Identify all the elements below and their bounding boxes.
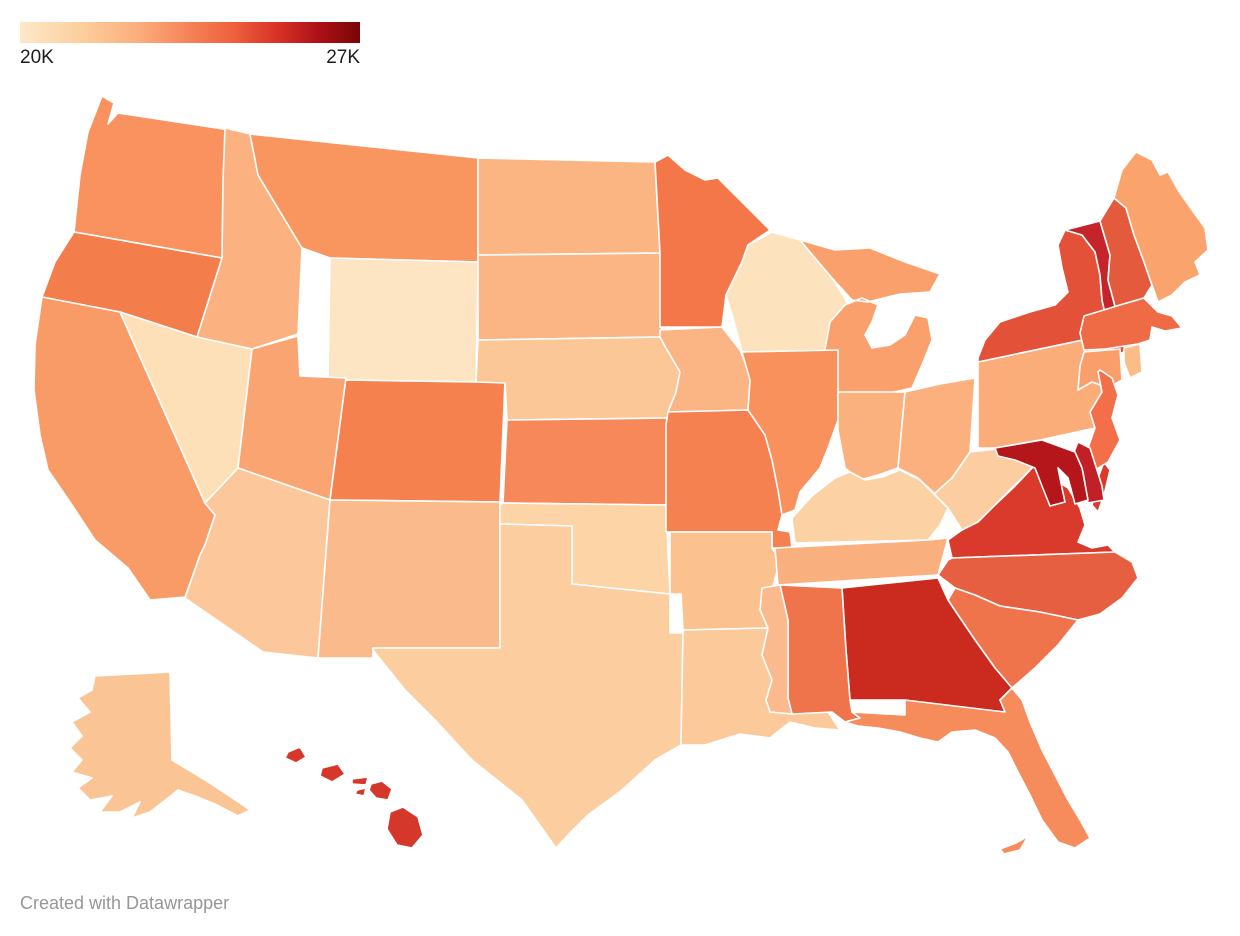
- datawrapper-attribution-link[interactable]: Created with Datawrapper: [20, 893, 230, 913]
- state-tennessee[interactable]: Tennessee: [774, 537, 949, 586]
- state-florida[interactable]: Florida: [844, 687, 1091, 855]
- state-kentucky[interactable]: Kentucky: [791, 469, 949, 544]
- state-maryland[interactable]: Maryland: [994, 439, 1089, 507]
- state-washington[interactable]: Washington: [73, 95, 231, 259]
- state-south-dakota[interactable]: South Dakota: [477, 252, 663, 341]
- color-legend: 20K 27K: [20, 22, 360, 69]
- state-mississippi[interactable]: Mississippi: [759, 584, 793, 715]
- legend-labels: 20K 27K: [20, 47, 360, 69]
- state-wyoming[interactable]: Wyoming: [327, 257, 479, 383]
- state-indiana[interactable]: Indiana: [837, 391, 906, 481]
- state-massachusetts[interactable]: Massachusetts: [1079, 297, 1183, 351]
- state-hawaii[interactable]: Hawaii: [284, 746, 424, 849]
- state-maine[interactable]: Maine: [1113, 151, 1209, 303]
- legend-min-label: 20K: [20, 47, 54, 68]
- state-colorado[interactable]: Colorado: [329, 377, 506, 503]
- legend-gradient-bar: [20, 22, 360, 43]
- state-texas[interactable]: Texas: [372, 523, 684, 849]
- legend-max-label: 27K: [326, 47, 360, 68]
- state-new-mexico[interactable]: New Mexico: [317, 499, 501, 659]
- states-layer: Washington Oregon California Nevada Idah…: [33, 95, 1209, 855]
- state-nebraska[interactable]: Nebraska: [475, 336, 683, 421]
- state-rhode-island[interactable]: Rhode Island: [1123, 343, 1143, 379]
- state-north-dakota[interactable]: North Dakota: [477, 157, 661, 256]
- state-alaska[interactable]: Alaska: [69, 671, 251, 819]
- state-kansas[interactable]: Kansas: [502, 417, 669, 506]
- state-illinois[interactable]: Illinois: [741, 349, 839, 516]
